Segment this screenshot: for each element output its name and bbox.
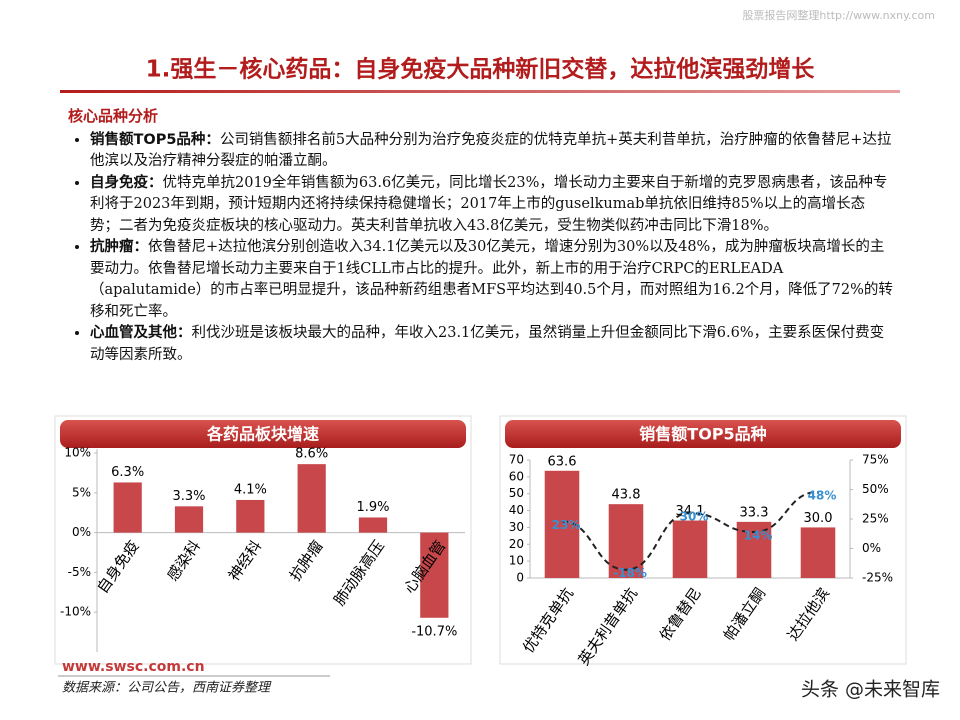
value-label: 8.6% xyxy=(295,447,328,462)
y-tick-label: 30 xyxy=(509,520,524,534)
bar xyxy=(174,506,204,533)
bullet-lead: 抗肿瘤： xyxy=(90,239,148,255)
y-tick-label: 50 xyxy=(509,486,524,500)
value-label: 6.3% xyxy=(111,465,144,480)
x-tick-label: 抗肿瘤 xyxy=(286,537,327,584)
bullet-lead: 销售额TOP5品种： xyxy=(90,131,220,148)
bar xyxy=(236,499,265,533)
panel xyxy=(499,415,907,665)
title-rule xyxy=(60,90,900,93)
y-tick-label: -10% xyxy=(60,605,91,619)
y-tick-label: 70 xyxy=(509,453,524,467)
value-label: 4.1% xyxy=(234,482,267,497)
x-tick-label: 优特克单抗 xyxy=(519,585,577,657)
watermark: 股票报告网整理http://www.nxny.com xyxy=(742,8,935,22)
x-tick-label: 感染科 xyxy=(163,537,204,584)
y2-tick-label: 25% xyxy=(862,512,889,526)
bullet-lead: 心血管及其他： xyxy=(90,325,192,341)
brand: 头条 @未来智库 xyxy=(801,679,940,701)
line-label: 14% xyxy=(744,528,773,542)
value-label: 33.3 xyxy=(740,505,769,520)
bullet-text: 利伐沙班是该板块最大的品种，年收入23.1亿美元，虽然销量上升但金额同比下滑6.… xyxy=(90,325,885,363)
bar xyxy=(420,532,449,618)
x-tick-label: 英夫利昔单抗 xyxy=(575,585,641,669)
bar xyxy=(800,527,836,578)
bullet: 抗肿瘤：依鲁替尼+达拉他滨分别创造收入34.1亿美元以及30亿美元，增速分别为3… xyxy=(90,237,894,323)
y2-tick-label: 50% xyxy=(862,482,889,496)
y-tick-label: -5% xyxy=(68,565,91,579)
value-label: 43.8 xyxy=(612,488,641,503)
page-title: 1.强生－核心药品：自身免疫大品种新旧交替，达拉他滨强劲增长 xyxy=(146,56,816,83)
bar xyxy=(608,504,644,578)
line-label: 23% xyxy=(552,518,581,532)
value-label: 3.3% xyxy=(172,489,205,504)
y-tick-label: 0% xyxy=(72,525,91,539)
bullet-text: 依鲁替尼+达拉他滨分别创造收入34.1亿美元以及30亿美元，增速分别为30%以及… xyxy=(90,239,893,320)
y-tick-label: 40 xyxy=(509,503,524,517)
y-tick-label: 10% xyxy=(64,446,91,460)
y-tick-label: 60 xyxy=(509,469,524,483)
y-tick-label: 20 xyxy=(509,537,524,551)
x-tick-label: 达拉他滨 xyxy=(784,585,833,644)
value-label: 34.1 xyxy=(676,504,705,519)
bullet-list: 销售额TOP5品种：公司销售额排名前5大品种分别为治疗免疫炎症的优特克单抗+英夫… xyxy=(64,130,894,367)
value-label: 1.9% xyxy=(356,500,389,515)
value-label: 30.0 xyxy=(804,511,833,526)
bullet-lead: 自身免疫： xyxy=(90,174,163,191)
y2-tick-label: 0% xyxy=(862,541,881,555)
x-tick-label: 依鲁替尼 xyxy=(656,585,705,644)
y-tick-label: 5% xyxy=(72,485,91,499)
bullet-text: 优特克单抗2019全年销售额为63.6亿美元，同比增长23%，增长动力主要来自于… xyxy=(90,174,888,234)
bar xyxy=(113,482,142,533)
footer-site: www.swsc.com.cn xyxy=(62,659,205,675)
x-tick-label: 自身免疫 xyxy=(93,537,142,596)
bullet: 自身免疫：优特克单抗2019全年销售额为63.6亿美元，同比增长23%，增长动力… xyxy=(90,173,894,238)
line-label: 48% xyxy=(808,488,837,502)
footer-source: 数据来源：公司公告，西南证券整理 xyxy=(62,681,272,696)
x-tick-label: 帕潘立酮 xyxy=(720,585,769,644)
y2-tick-label: 75% xyxy=(862,453,889,467)
section-heading: 核心品种分析 xyxy=(68,107,159,125)
line-label: -18% xyxy=(613,566,647,580)
x-tick-label: 肺动脉高压 xyxy=(330,537,388,609)
bullet: 心血管及其他：利伐沙班是该板块最大的品种，年收入23.1亿美元，虽然销量上升但金… xyxy=(90,323,894,366)
chart-title: 销售额TOP5品种 xyxy=(639,425,766,444)
bullet: 销售额TOP5品种：公司销售额排名前5大品种分别为治疗免疫炎症的优特克单抗+英夫… xyxy=(90,130,894,173)
bar xyxy=(358,517,388,533)
bar xyxy=(672,520,708,578)
body: 核心品种分析 销售额TOP5品种：公司销售额排名前5大品种分别为治疗免疫炎症的优… xyxy=(64,106,894,366)
value-label: 63.6 xyxy=(548,454,577,469)
value-label: -10.7% xyxy=(411,624,457,639)
panel-header xyxy=(60,420,466,448)
line xyxy=(561,490,819,571)
bullet-text: 公司销售额排名前5大品种分别为治疗免疫炎症的优特克单抗+英夫利昔单抗，治疗肿瘤的… xyxy=(90,131,892,170)
line-label: 30% xyxy=(680,510,709,524)
panel-header xyxy=(505,420,901,448)
x-tick-label: 神经科 xyxy=(225,537,266,584)
y2-tick-label: -25% xyxy=(862,571,893,585)
panel xyxy=(54,415,472,665)
bar xyxy=(297,464,326,533)
y-tick-label: 0 xyxy=(516,571,524,585)
chart-title: 各药品板块增速 xyxy=(206,425,319,444)
y-tick-label: 10 xyxy=(509,554,524,568)
